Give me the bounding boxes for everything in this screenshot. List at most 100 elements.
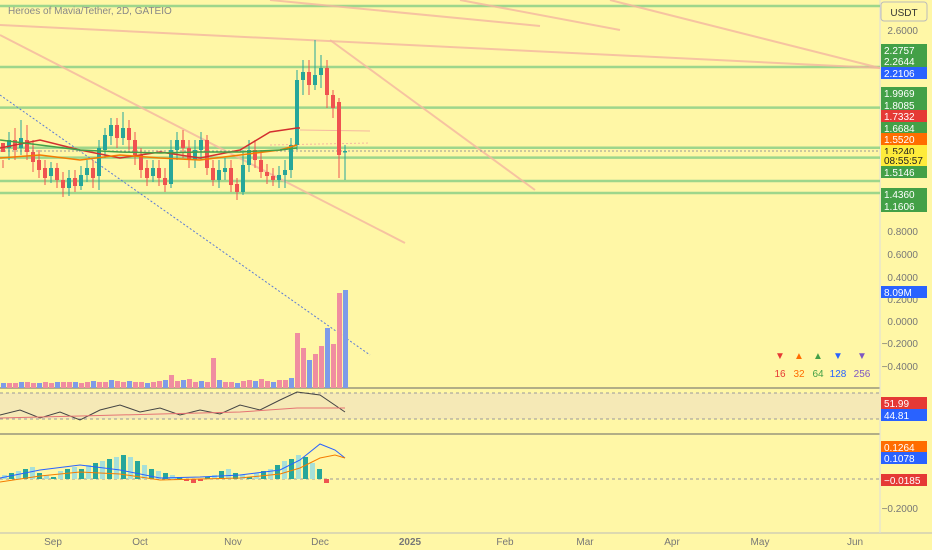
volume-bar: [229, 382, 234, 388]
currency-button[interactable]: [880, 1, 928, 22]
time-axis[interactable]: Sep Oct Nov Dec 2025 Feb Mar Apr May Jun: [44, 537, 863, 548]
candle-body[interactable]: [277, 175, 281, 180]
macd-histogram-bar: [170, 475, 175, 479]
candle-body[interactable]: [187, 148, 191, 160]
time-axis-label[interactable]: Nov: [224, 537, 242, 548]
candle-body[interactable]: [193, 150, 197, 160]
volume-bar: [49, 383, 54, 388]
price-tag: [881, 154, 927, 166]
candle-body[interactable]: [205, 140, 209, 168]
time-axis-label[interactable]: Dec: [311, 537, 329, 548]
candle-body[interactable]: [331, 95, 335, 108]
candle-body[interactable]: [49, 168, 53, 176]
candle-body[interactable]: [211, 168, 215, 180]
candle-body[interactable]: [151, 168, 155, 176]
candle-body[interactable]: [259, 160, 263, 172]
macd-histogram-bar: [100, 461, 105, 479]
candle-body[interactable]: [109, 125, 113, 136]
candle-body[interactable]: [175, 140, 179, 150]
macd-histogram-bar: [219, 471, 224, 479]
candle-body[interactable]: [85, 168, 89, 175]
time-axis-label[interactable]: May: [751, 537, 770, 548]
trend-line-dotted[interactable]: [0, 94, 371, 356]
candle-body[interactable]: [43, 168, 47, 178]
candle-body[interactable]: [25, 140, 29, 152]
volume-bar: [325, 328, 330, 388]
candle-body[interactable]: [31, 152, 35, 162]
trend-line[interactable]: [0, 24, 881, 69]
candle-body[interactable]: [265, 172, 269, 176]
candle-body[interactable]: [7, 140, 11, 148]
candle-body[interactable]: [61, 180, 65, 188]
trend-line[interactable]: [269, 142, 371, 146]
time-axis-label[interactable]: Feb: [496, 537, 514, 548]
candle-body[interactable]: [223, 168, 227, 172]
candle-body[interactable]: [103, 135, 107, 150]
candle-body[interactable]: [295, 80, 299, 145]
candle-body[interactable]: [121, 128, 125, 138]
candle-body[interactable]: [313, 75, 317, 85]
candle-body[interactable]: [115, 125, 119, 138]
candle-body[interactable]: [163, 178, 167, 185]
candle-body[interactable]: [67, 178, 71, 188]
candle-body[interactable]: [37, 160, 41, 170]
trend-line[interactable]: [299, 129, 371, 132]
candle-body[interactable]: [235, 184, 239, 192]
time-axis-label[interactable]: Apr: [664, 537, 680, 548]
volume-bar: [55, 382, 60, 388]
trend-line[interactable]: [329, 39, 536, 191]
macd-tag: [881, 452, 927, 464]
price-axis[interactable]: 2.6000 0.8000 0.6000 0.4000 0.2000 0.0000 −0.2…: [882, 26, 919, 515]
trend-line[interactable]: [269, 0, 541, 27]
candle-body[interactable]: [307, 72, 311, 85]
candle-body[interactable]: [79, 175, 83, 186]
time-axis-label[interactable]: Oct: [132, 537, 148, 548]
volume-bar: [97, 382, 102, 388]
candle-body[interactable]: [145, 168, 149, 178]
macd-tag-label: −0.0185: [884, 476, 921, 487]
candle-body[interactable]: [337, 102, 341, 155]
candle-body[interactable]: [55, 168, 59, 180]
candle-body[interactable]: [343, 151, 347, 153]
candle-body[interactable]: [139, 155, 143, 170]
candle-body[interactable]: [229, 168, 233, 185]
time-axis-label[interactable]: Jun: [847, 537, 863, 548]
candle-body[interactable]: [241, 165, 245, 192]
candle-body[interactable]: [169, 150, 173, 184]
price-tag-label: 08:55:57: [884, 156, 923, 167]
candle-body[interactable]: [319, 68, 323, 75]
candle-body[interactable]: [97, 148, 101, 176]
ma-64-line: [0, 139, 298, 154]
candle-body[interactable]: [271, 176, 275, 180]
price-tag: [881, 166, 927, 178]
volume-bar: [121, 382, 126, 388]
time-axis-label[interactable]: 2025: [399, 537, 422, 548]
candle-body[interactable]: [301, 72, 305, 80]
candle-body[interactable]: [325, 68, 329, 95]
price-tag: [881, 44, 927, 56]
candle-body[interactable]: [283, 170, 287, 175]
volume-bar: [217, 380, 222, 388]
candle-body[interactable]: [73, 178, 77, 186]
candle-body[interactable]: [199, 140, 203, 150]
macd-histogram-bar: [44, 475, 49, 479]
trend-line[interactable]: [459, 0, 621, 31]
trend-line[interactable]: [0, 34, 406, 244]
price-tag-label: 1.5240: [884, 147, 915, 158]
candle-body[interactable]: [133, 140, 137, 155]
candle-body[interactable]: [253, 150, 257, 160]
candle-body[interactable]: [181, 140, 185, 148]
candle-body[interactable]: [91, 168, 95, 178]
price-tag: [881, 87, 927, 99]
candle-body[interactable]: [217, 170, 221, 180]
rsi-tag: [881, 397, 927, 409]
candle-body[interactable]: [289, 145, 293, 170]
time-axis-label[interactable]: Mar: [576, 537, 594, 548]
time-axis-label[interactable]: Sep: [44, 537, 62, 548]
candle-body[interactable]: [127, 128, 131, 140]
candle-body[interactable]: [157, 168, 161, 178]
candle-body[interactable]: [247, 150, 251, 165]
trend-line[interactable]: [609, 0, 881, 69]
plot-area[interactable]: [0, 0, 932, 534]
